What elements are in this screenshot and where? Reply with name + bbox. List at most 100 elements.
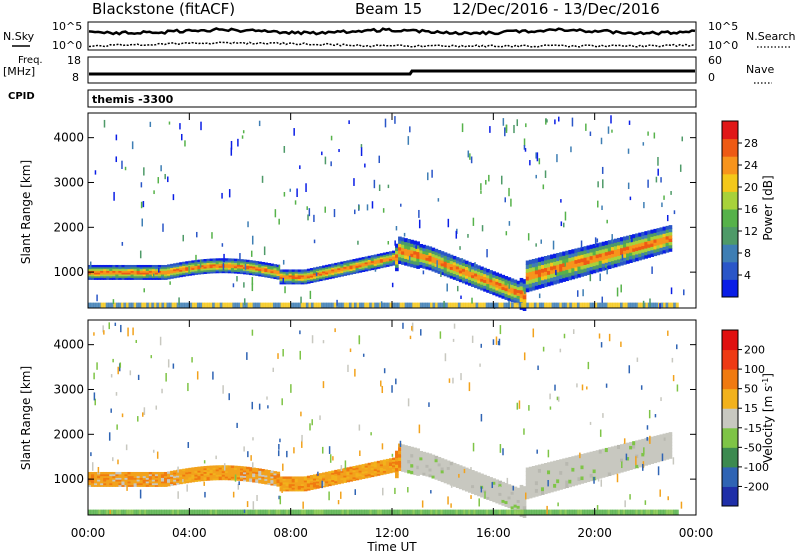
echo-cell [185, 473, 189, 477]
echo-cell [404, 238, 408, 243]
echo-cell [212, 258, 217, 261]
echo-cell [623, 239, 627, 244]
ground-scatter-cell [554, 302, 558, 308]
echo-cell [428, 246, 433, 250]
echo-cell [668, 451, 673, 456]
echo-point [168, 121, 171, 125]
echo-cell [571, 467, 575, 472]
beam-label: Beam 15 [355, 0, 422, 18]
echo-cell [422, 457, 427, 462]
echo-cell [319, 271, 323, 274]
echo-cell [440, 268, 445, 273]
echo-cell [340, 473, 344, 477]
echo-cell [258, 481, 262, 484]
echo-cell [422, 466, 427, 470]
echo-cell [267, 478, 271, 482]
echo-cell [504, 500, 509, 505]
ground-scatter-cell [93, 302, 97, 308]
echo-cell [118, 273, 123, 277]
echo-point [156, 451, 159, 459]
echo-cell [209, 262, 214, 265]
velocity-x-axis-label: Time UT [366, 540, 417, 554]
echo-cell [410, 249, 414, 254]
echo-cell [337, 478, 341, 481]
echo-cell [574, 470, 579, 475]
echo-cell [461, 279, 466, 284]
ground-scatter-cell [647, 509, 651, 515]
echo-cell [534, 277, 539, 282]
echo-cell [404, 445, 408, 450]
echo-cell [464, 485, 469, 489]
echo-cell [398, 446, 402, 451]
echo-cell [331, 483, 335, 486]
ground-scatter-cell [290, 302, 294, 308]
ground-scatter-cell [212, 302, 216, 308]
ground-scatter-cell [219, 509, 223, 515]
echo-point [480, 183, 482, 191]
ground-scatter-cell [455, 509, 459, 515]
ground-scatter-cell [571, 509, 575, 515]
echo-cell [498, 282, 503, 286]
echo-cell [568, 275, 572, 281]
echo-cell [188, 467, 192, 471]
echo-cell [154, 482, 159, 486]
ground-scatter-cell [386, 509, 390, 515]
echo-cell [568, 456, 572, 462]
echo-cell [151, 272, 156, 275]
echo-cell [227, 258, 232, 261]
echo-point [120, 324, 122, 333]
echo-cell [547, 485, 551, 490]
echo-cell [392, 254, 396, 257]
echo-cell [203, 260, 208, 264]
echo-cell [455, 475, 460, 480]
echo-point [431, 169, 433, 178]
echo-point [329, 454, 332, 463]
echo-cell [154, 475, 159, 478]
echo-cell [586, 463, 591, 468]
echo-cell [306, 479, 311, 482]
echo-point [399, 440, 402, 447]
echo-cell [194, 272, 199, 275]
echo-cell [665, 232, 670, 237]
echo-cell [668, 435, 673, 440]
echo-cell [446, 478, 451, 482]
ground-scatter-cell [511, 509, 515, 515]
echo-cell [613, 263, 618, 268]
echo-cell [212, 476, 217, 479]
echo-point [281, 398, 283, 406]
echo-cell [483, 489, 487, 493]
cpid-label: CPID [8, 91, 35, 102]
echo-cell [589, 262, 594, 267]
echo-cell [349, 473, 354, 477]
echo-cell [361, 476, 366, 480]
echo-cell [364, 474, 369, 477]
echo-cell [449, 473, 454, 477]
echo-cell [355, 269, 360, 272]
echo-cell [364, 256, 369, 259]
echo-point [228, 189, 231, 198]
ground-scatter-cell [234, 509, 238, 515]
y-tick-label: 4000 [53, 338, 84, 352]
echo-cell [148, 482, 153, 486]
echo-cell [571, 256, 575, 261]
echo-cell [413, 447, 417, 452]
echo-cell [522, 294, 527, 300]
echo-cell [510, 281, 515, 285]
echo-cell [346, 265, 351, 269]
echo-cell [598, 249, 603, 254]
echo-cell [331, 276, 335, 279]
echo-point [599, 429, 602, 437]
echo-cell [416, 258, 420, 263]
echo-cell [437, 465, 442, 470]
echo-cell [379, 256, 384, 260]
echo-cell [592, 461, 597, 466]
echo-cell [364, 463, 369, 466]
echo-cell [358, 477, 363, 480]
echo-cell [638, 236, 642, 241]
echo-cell [474, 267, 478, 271]
echo-cell [629, 448, 633, 453]
echo-cell [613, 259, 618, 264]
echo-cell [261, 261, 265, 265]
echo-cell [127, 477, 132, 480]
ground-scatter-cell [440, 302, 444, 308]
